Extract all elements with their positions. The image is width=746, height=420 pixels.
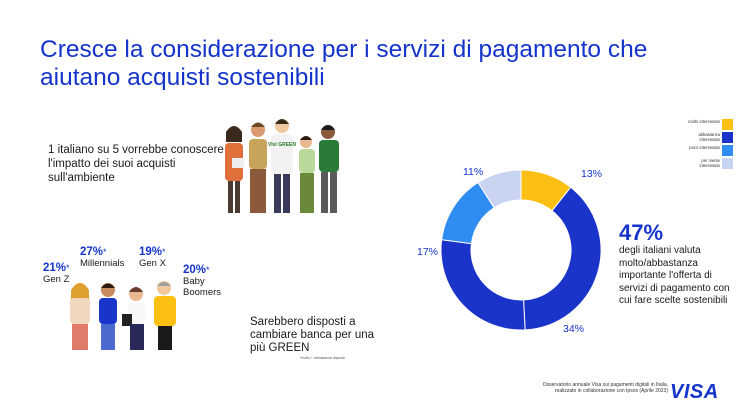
gen-x-label: Gen X	[139, 258, 166, 269]
footnote: *molto + abbastanza disposti	[300, 356, 345, 360]
stat-one-in-five: 1 italiano su 5 vorrebbe conoscere l'imp…	[48, 144, 224, 184]
gen-x-pct: 19%	[139, 246, 163, 258]
millennials-star: *	[103, 247, 107, 257]
donut-segment	[477, 169, 522, 209]
visa-logo: VISA	[670, 381, 719, 403]
shirt-text: Vivi GREEN	[268, 142, 296, 148]
legend-swatch	[722, 145, 733, 156]
people-group-illustration: Vivi GREEN	[225, 119, 339, 213]
donut-segment	[440, 239, 526, 331]
highlight-text: degli italiani valuta molto/abbastanza i…	[619, 245, 730, 306]
millennials-stat: 27%* Millennials	[80, 246, 125, 269]
baby-boomers-stat: 20%* Baby Boomers	[183, 264, 243, 298]
legend-item: per niente interessato	[676, 157, 736, 170]
donut-label-34: 34%	[563, 323, 584, 335]
legend-item: poco interessato	[676, 144, 736, 157]
gen-z-star: *	[66, 263, 70, 273]
chart-legend: molto interessato abbastanza interessato…	[676, 118, 736, 170]
legend-swatch	[722, 119, 733, 130]
legend-label: molto interessato	[688, 119, 720, 124]
highlight-percentage: 47%	[619, 220, 664, 245]
gen-z-label: Gen Z	[43, 274, 70, 285]
bank-switch-text: Sarebbero disposti a cambiare banca per …	[250, 316, 375, 354]
gen-z-stat: 21%* Gen Z	[43, 262, 70, 285]
legend-swatch	[722, 132, 733, 143]
millennials-pct: 27%	[80, 246, 104, 258]
legend-label: poco interessato	[689, 145, 720, 150]
source-note: Osservatorio annuale Visa sui pagamenti …	[542, 382, 668, 394]
gen-x-stat: 19%* Gen X	[139, 246, 166, 269]
donut-segment	[523, 186, 602, 331]
generations-illustration	[70, 281, 176, 350]
baby-boomers-label: Baby Boomers	[183, 276, 222, 298]
gen-z-pct: 21%	[43, 262, 67, 274]
baby-boomers-star: *	[206, 265, 210, 275]
legend-item: abbastanza interessato	[676, 131, 736, 144]
gen-x-star: *	[162, 247, 166, 257]
legend-item: molto interessato	[676, 118, 736, 131]
donut-label-17: 17%	[417, 246, 438, 258]
legend-swatch	[722, 158, 733, 169]
legend-label: abbastanza interessato	[698, 132, 720, 142]
donut-chart: 13% 34% 17% 11%	[417, 166, 602, 335]
millennials-label: Millennials	[80, 258, 125, 269]
legend-label: per niente interessato	[699, 158, 720, 168]
donut-label-13: 13%	[581, 168, 602, 180]
donut-label-11: 11%	[463, 166, 483, 178]
baby-boomers-pct: 20%	[183, 264, 207, 276]
page-title: Cresce la considerazione per i servizi d…	[40, 36, 648, 91]
